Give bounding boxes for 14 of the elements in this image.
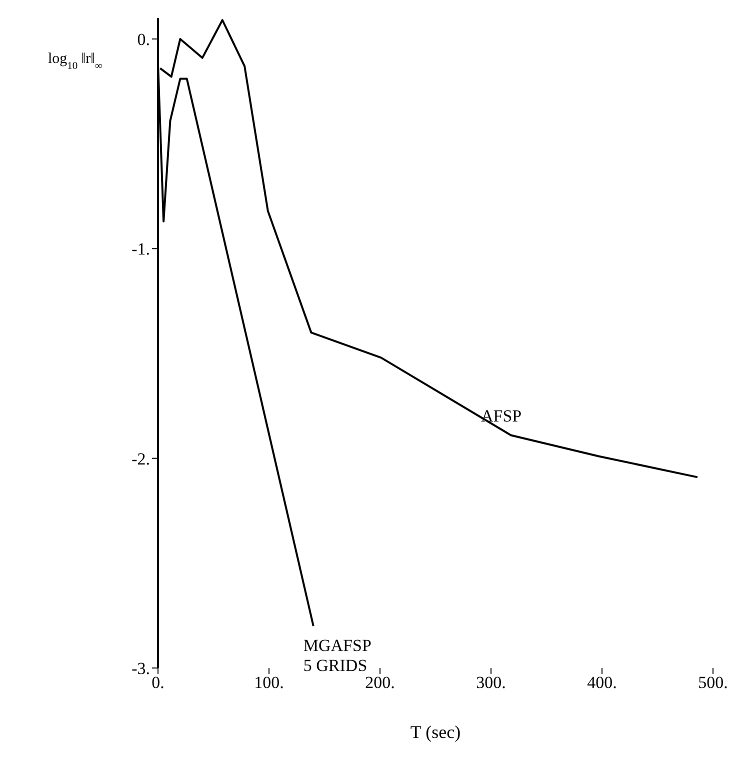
x-tick-label: 0.	[152, 673, 164, 692]
x-tick-label: 500.	[698, 673, 728, 692]
y-tick-label: -3.	[132, 659, 150, 678]
y-tick-label: -1.	[132, 240, 150, 259]
x-tick-label: 400.	[587, 673, 617, 692]
series-label: AFSP	[480, 406, 522, 426]
x-tick-label: 300.	[476, 673, 506, 692]
y-tick-label: 0.	[137, 30, 150, 50]
x-tick-label: 100.	[254, 673, 284, 692]
y-tick-label: -2.	[132, 449, 150, 468]
y-axis-title: log$_{10}$ ‖r‖$_{∞}$	[48, 51, 103, 72]
series-label: MGAFSP 5 GRIDS	[303, 636, 372, 676]
x-tick-label: 200.	[365, 673, 395, 692]
x-axis-title: T (sec)	[410, 722, 461, 742]
